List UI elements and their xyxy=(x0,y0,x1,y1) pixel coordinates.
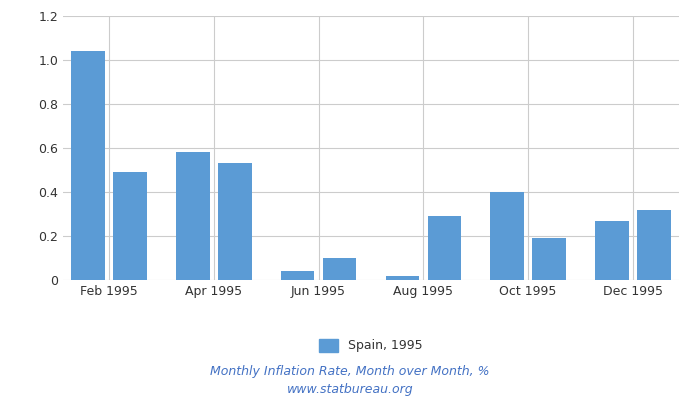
Bar xyxy=(176,152,210,280)
Legend: Spain, 1995: Spain, 1995 xyxy=(314,334,428,357)
Bar xyxy=(71,51,105,280)
Bar xyxy=(281,271,314,280)
Text: Monthly Inflation Rate, Month over Month, %: Monthly Inflation Rate, Month over Month… xyxy=(210,366,490,378)
Bar xyxy=(218,163,251,280)
Bar xyxy=(491,192,524,280)
Bar xyxy=(323,258,356,280)
Bar xyxy=(386,276,419,280)
Text: www.statbureau.org: www.statbureau.org xyxy=(287,384,413,396)
Bar xyxy=(532,238,566,280)
Bar xyxy=(428,216,461,280)
Bar xyxy=(595,220,629,280)
Bar xyxy=(637,210,671,280)
Bar xyxy=(113,172,147,280)
